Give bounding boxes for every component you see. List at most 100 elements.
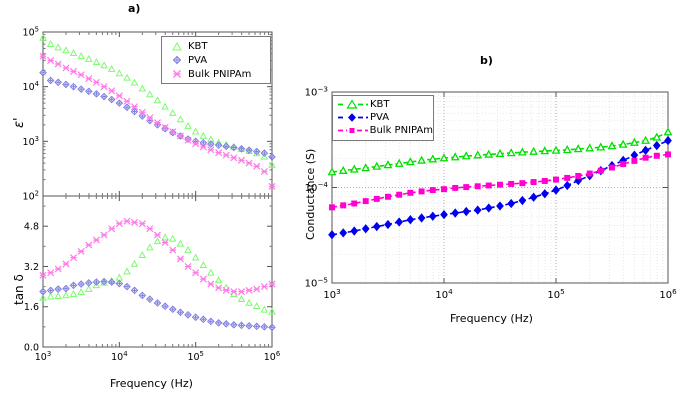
panel-a-xtick: 105 (187, 350, 203, 363)
data-marker (440, 209, 448, 220)
data-marker (138, 84, 147, 92)
data-marker (349, 164, 359, 173)
data-marker (268, 307, 276, 315)
series-kbt-conductance (327, 127, 673, 176)
data-marker (631, 157, 638, 164)
data-marker (176, 308, 185, 317)
data-marker (585, 143, 595, 152)
data-marker (441, 186, 447, 193)
data-marker (130, 259, 139, 267)
data-marker (153, 96, 162, 104)
series-bulk-pnipam-eps (39, 52, 276, 190)
data-marker (563, 180, 572, 191)
data-marker (608, 164, 615, 171)
data-marker (396, 191, 403, 198)
panel-a-bottom-ylabel: tan δ (12, 274, 26, 305)
data-marker (372, 221, 381, 232)
data-marker (618, 139, 628, 148)
data-marker (462, 206, 471, 217)
data-marker (620, 161, 627, 168)
data-marker (665, 151, 671, 158)
data-marker (474, 183, 481, 190)
data-marker (230, 321, 238, 329)
data-marker (245, 322, 253, 330)
legend-label-bulk-pnipam-b: Bulk PNIPAm (369, 125, 433, 136)
panel-b-xlabel: Frequency (Hz) (450, 312, 533, 325)
data-marker (107, 64, 116, 72)
data-marker (575, 173, 582, 179)
data-marker (384, 219, 392, 230)
data-marker (237, 144, 246, 153)
data-marker (496, 181, 503, 188)
data-marker (529, 146, 538, 155)
data-marker (46, 39, 55, 47)
data-marker (184, 310, 192, 319)
data-marker (260, 323, 269, 331)
data-marker (338, 165, 348, 174)
data-marker (451, 208, 460, 218)
panel-a-legend: KBT PVA Bulk PNIPAm (161, 36, 271, 84)
data-marker (540, 189, 549, 199)
panel-a-top-ytick: 103 (23, 135, 39, 148)
data-marker (146, 243, 154, 251)
data-marker (207, 140, 215, 148)
panel-a-bottom-ytick: 1.6 (24, 302, 39, 313)
data-marker (199, 261, 208, 269)
data-marker (395, 217, 404, 227)
data-marker (252, 302, 261, 310)
data-marker (191, 127, 200, 135)
data-marker (362, 198, 369, 205)
data-marker (39, 68, 47, 77)
pva-line-marker-icon (338, 112, 368, 122)
panel-b-ytick: 10−5 (305, 275, 328, 290)
data-marker (573, 144, 583, 153)
data-marker (92, 90, 101, 98)
data-marker (541, 178, 548, 184)
data-marker (260, 305, 269, 313)
series-bulk-pnipam-tand (39, 217, 276, 296)
panel-a-top-ytick: 102 (23, 190, 39, 203)
data-marker (39, 33, 47, 41)
data-marker (496, 201, 504, 211)
data-marker (62, 291, 70, 299)
data-marker (54, 43, 62, 51)
data-marker (268, 153, 276, 161)
data-marker (77, 287, 85, 295)
data-marker (384, 193, 391, 200)
data-marker (607, 141, 617, 150)
data-marker (77, 280, 85, 288)
data-marker (508, 180, 515, 187)
data-marker (340, 202, 347, 209)
data-marker (540, 146, 550, 155)
data-marker (115, 69, 124, 77)
data-marker (268, 323, 276, 332)
data-marker (85, 284, 93, 292)
data-marker (130, 286, 139, 295)
data-marker (252, 322, 261, 331)
panel-a-xtick: 106 (264, 350, 280, 363)
data-marker (329, 204, 335, 211)
data-marker (327, 167, 337, 176)
data-marker (428, 154, 438, 163)
data-marker (663, 127, 673, 136)
data-marker (207, 135, 215, 143)
data-marker (473, 150, 483, 159)
panel-b-plot-svg: 103 104 105 106 10−5 10−4 10−3 (305, 84, 677, 301)
panel-b-title: b) (480, 54, 493, 67)
data-marker (473, 205, 482, 215)
data-marker (69, 82, 78, 91)
data-marker (372, 161, 382, 170)
data-marker (115, 279, 124, 288)
panel-a-xlabel: Frequency (Hz) (110, 377, 193, 390)
panel-b-ylabel: Conductance (S) (304, 148, 317, 240)
kbt-marker-icon (172, 41, 182, 51)
data-marker (62, 284, 70, 293)
legend-label-kbt: KBT (188, 40, 208, 52)
data-marker (46, 292, 55, 300)
panel-a-bottom-ytick: 3.2 (24, 262, 39, 273)
data-marker (199, 131, 208, 139)
data-marker (115, 99, 124, 107)
data-marker (84, 87, 93, 96)
data-marker (69, 281, 78, 290)
legend-item-pva: PVA (166, 53, 270, 67)
